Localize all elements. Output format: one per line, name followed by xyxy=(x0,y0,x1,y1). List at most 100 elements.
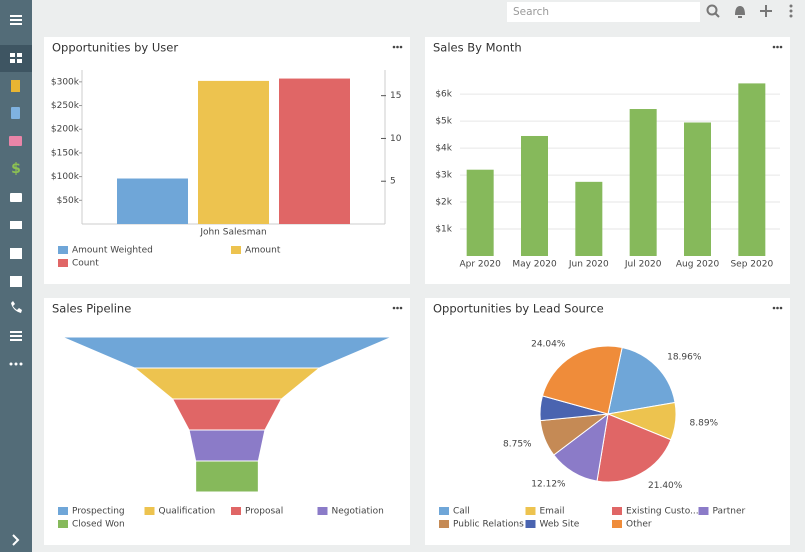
pie-slice xyxy=(596,413,672,483)
legend-label: Negotiation xyxy=(332,507,384,517)
panel-menu[interactable] xyxy=(396,45,399,49)
y-tick-label: $200k xyxy=(51,125,80,135)
y-tick-label: $300k xyxy=(51,77,80,87)
data-label: 21.40% xyxy=(648,481,683,491)
legend-label: Existing Custo... xyxy=(626,507,699,517)
legend-swatch xyxy=(144,507,155,515)
panel-title: Opportunities by User xyxy=(52,41,178,55)
search-placeholder: Search xyxy=(513,6,549,18)
legend-label: Closed Won xyxy=(72,520,125,530)
y2-tick-label: 15 xyxy=(390,91,401,101)
email-icon[interactable] xyxy=(10,221,22,229)
bar xyxy=(198,80,269,224)
legend-label: Public Relations xyxy=(453,520,524,530)
legend-swatch xyxy=(439,520,449,528)
legend-label: Call xyxy=(453,507,470,517)
y2-tick-label: 5 xyxy=(390,177,396,187)
funnel-segment xyxy=(188,429,266,462)
calendar-icon[interactable] xyxy=(10,248,22,259)
legend-label: Email xyxy=(540,507,565,517)
legend-swatch xyxy=(698,507,709,515)
bar xyxy=(466,169,494,256)
collapse-icon[interactable] xyxy=(12,534,20,546)
create-icon[interactable] xyxy=(760,5,772,17)
y-tick-label: $4k xyxy=(435,144,452,154)
legend-label: Qualification xyxy=(159,507,216,517)
accounts-icon[interactable] xyxy=(11,80,20,92)
legend-label: Partner xyxy=(713,507,746,517)
x-tick-label: Apr 2020 xyxy=(459,260,501,270)
y2-tick-label: 10 xyxy=(390,134,402,144)
panel-menu[interactable] xyxy=(779,45,783,49)
sidebar: $ xyxy=(0,0,32,552)
panel-menu[interactable] xyxy=(776,306,779,310)
y-tick-label: $2k xyxy=(435,198,452,208)
panel-menu[interactable] xyxy=(776,45,779,49)
panel-menu[interactable] xyxy=(396,306,399,310)
funnel-segment xyxy=(195,460,259,493)
legend-swatch xyxy=(439,507,449,515)
list-icon[interactable] xyxy=(10,331,22,341)
data-label: 12.12% xyxy=(531,480,566,490)
legend-swatch xyxy=(58,259,68,267)
data-label: 8.89% xyxy=(690,418,719,428)
y-tick-label: $5k xyxy=(435,117,452,127)
legend-swatch xyxy=(612,507,622,515)
y-tick-label: $3k xyxy=(435,171,452,181)
legend-swatch xyxy=(317,507,328,515)
funnel-segment xyxy=(171,398,283,431)
contacts-icon[interactable] xyxy=(11,107,20,119)
panel-menu[interactable] xyxy=(772,306,776,310)
x-tick-label: John Salesman xyxy=(199,228,266,238)
search-input[interactable] xyxy=(507,2,700,22)
calls-icon[interactable] xyxy=(11,301,22,313)
legend-swatch xyxy=(612,520,622,528)
legend-swatch xyxy=(231,246,241,254)
panel-title: Sales Pipeline xyxy=(52,302,131,316)
sidebar-active xyxy=(0,45,32,72)
legend-swatch xyxy=(58,520,68,528)
bar xyxy=(629,109,657,256)
bar xyxy=(279,78,350,224)
y-tick-label: $250k xyxy=(51,101,80,111)
legend-swatch xyxy=(58,246,68,254)
legend-label: Amount xyxy=(245,246,281,256)
y-tick-label: $6k xyxy=(435,90,452,100)
opportunities-icon[interactable]: $ xyxy=(11,161,21,177)
panel-menu[interactable] xyxy=(392,45,396,49)
pie-slice xyxy=(607,346,676,415)
panel-menu[interactable] xyxy=(772,45,776,49)
legend-label: Prospecting xyxy=(72,507,125,517)
legend-label: Other xyxy=(626,520,652,530)
more-icon[interactable] xyxy=(9,362,23,366)
bar xyxy=(575,181,603,256)
y-tick-label: $1k xyxy=(435,225,452,235)
menu-icon[interactable] xyxy=(10,15,22,25)
data-label: 24.04% xyxy=(531,339,566,349)
tasks-icon[interactable] xyxy=(10,276,22,287)
menu-kebab[interactable] xyxy=(789,4,793,18)
data-label: 8.75% xyxy=(503,439,532,449)
leads-icon[interactable] xyxy=(9,136,22,146)
y-tick-label: $50k xyxy=(57,196,80,206)
panel-menu[interactable] xyxy=(399,45,403,49)
search-icon[interactable] xyxy=(706,4,720,18)
legend-swatch xyxy=(525,507,536,515)
panel-menu[interactable] xyxy=(779,306,783,310)
bar xyxy=(521,135,548,256)
data-label: 18.96% xyxy=(667,353,702,363)
legend-swatch xyxy=(231,507,241,515)
panel-title: Opportunities by Lead Source xyxy=(433,302,604,316)
x-tick-label: May 2020 xyxy=(512,260,557,270)
panel-menu[interactable] xyxy=(392,306,396,310)
dashboard-icon[interactable] xyxy=(10,53,22,63)
legend-label: Proposal xyxy=(245,507,283,517)
panel-menu[interactable] xyxy=(399,306,403,310)
x-tick-label: Aug 2020 xyxy=(676,260,720,270)
notifications-icon[interactable] xyxy=(735,6,745,18)
legend-label: Amount Weighted xyxy=(72,246,153,256)
x-tick-label: Sep 2020 xyxy=(730,260,773,270)
cases-icon[interactable] xyxy=(10,193,22,202)
topbar: Search xyxy=(507,2,793,22)
